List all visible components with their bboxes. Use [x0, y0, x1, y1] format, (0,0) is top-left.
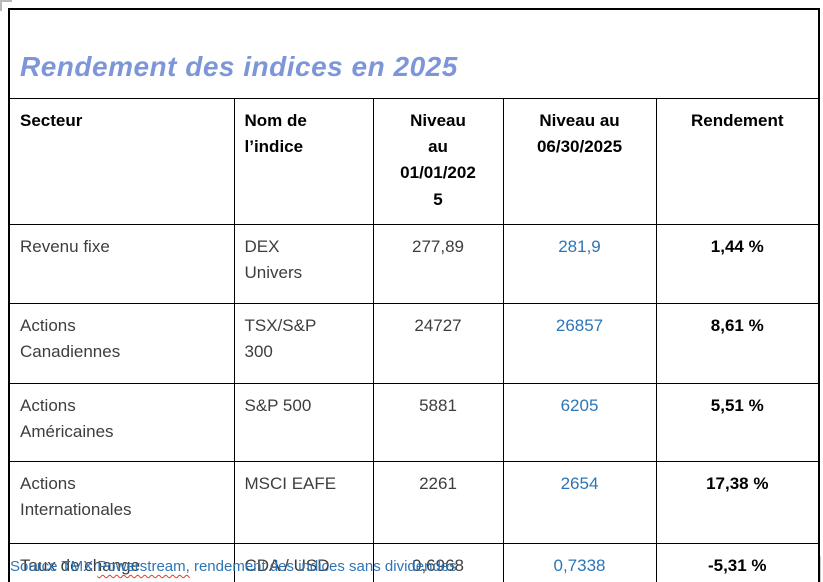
source-note: Source TMX Powerstream, rendement des in…	[10, 558, 457, 575]
table-row-actions-internationales: Actions Internationales MSCI EAFE 2261 2…	[8, 460, 820, 544]
cell-niveau-0630: 26857	[502, 302, 657, 384]
title-row: Rendement des indices en 2025	[8, 8, 820, 99]
source-note-prefix: Source TMX	[10, 558, 98, 575]
cell-niveau-0101: 5881	[372, 382, 504, 462]
cell-secteur: Actions Américaines	[8, 382, 235, 462]
cell-niveau-0630: 281,9	[502, 223, 657, 304]
title-cell: Rendement des indices en 2025	[8, 8, 820, 99]
cell-niveau-0101: 2261	[372, 460, 504, 544]
source-note-suffix: rendement des indices sans dividendes	[189, 558, 457, 575]
col-header-nom-indice: Nom de l’indice	[233, 97, 374, 225]
cell-rendement: 1,44 %	[655, 223, 820, 304]
header-row: Secteur Nom de l’indice Niveau au 01/01/…	[8, 97, 820, 225]
table-row-actions-americaines: Actions Américaines S&P 500 5881 6205 5,…	[8, 382, 820, 462]
cell-indice: MSCI EAFE	[233, 460, 374, 544]
table-handle-artifact	[0, 0, 12, 11]
cell-indice: S&P 500	[233, 382, 374, 462]
col-header-rendement: Rendement	[655, 97, 820, 225]
table-row-actions-canadiennes: Actions Canadiennes TSX/S&P 300 24727 26…	[8, 302, 820, 384]
spellcheck-underlined-word: Powerstream,	[97, 558, 190, 575]
col-header-niveau-0101: Niveau au 01/01/202 5	[372, 97, 504, 225]
cell-rendement: 5,51 %	[655, 382, 820, 462]
cell-niveau-0630: 6205	[502, 382, 657, 462]
cell-secteur: Taux de change	[8, 542, 235, 582]
cell-secteur: Actions Internationales	[8, 460, 235, 544]
col-header-niveau-0630: Niveau au 06/30/2025	[502, 97, 657, 225]
cell-indice: TSX/S&P 300	[233, 302, 374, 384]
rendement-table: Rendement des indices en 2025 Secteur No…	[8, 8, 821, 582]
cell-indice: CDA / USD	[233, 542, 374, 582]
cell-secteur: Revenu fixe	[8, 223, 235, 304]
cell-rendement: 17,38 %	[655, 460, 820, 544]
cell-rendement: -5,31 %	[655, 542, 820, 582]
cell-niveau-0101: 277,89	[372, 223, 504, 304]
cell-indice: DEX Univers	[233, 223, 374, 304]
col-header-secteur: Secteur	[8, 97, 235, 225]
cell-niveau-0101: 24727	[372, 302, 504, 384]
table-row-taux-de-change: Taux de change CDA / USD 0,6968 0,7338 -…	[8, 542, 820, 582]
cell-rendement: 8,61 %	[655, 302, 820, 384]
cell-niveau-0630: 0,7338	[502, 542, 657, 582]
page-title: Rendement des indices en 2025	[20, 51, 458, 83]
cell-secteur: Actions Canadiennes	[8, 302, 235, 384]
table-row-revenu-fixe: Revenu fixe DEX Univers 277,89 281,9 1,4…	[8, 223, 820, 304]
cell-niveau-0101: 0,6968	[372, 542, 504, 582]
cell-niveau-0630: 2654	[502, 460, 657, 544]
